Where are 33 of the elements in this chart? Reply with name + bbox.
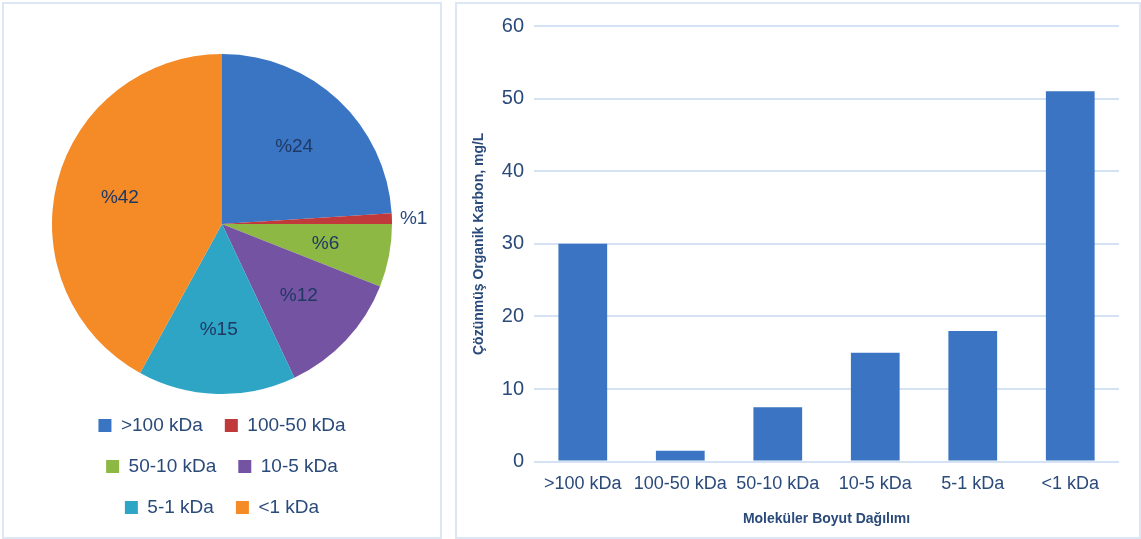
- x-axis-title: Moleküler Boyut Dağılımı: [742, 510, 911, 527]
- y-tick-label: 30: [501, 231, 525, 254]
- x-tick-label: <1 kDa: [1041, 473, 1100, 494]
- y-tick-label: 0: [512, 449, 525, 472]
- legend-label: <1 kDa: [258, 495, 320, 517]
- bar: [655, 450, 705, 461]
- y-tick-label: 60: [501, 13, 525, 36]
- data-label: %24: [275, 135, 314, 157]
- y-tick-label: 40: [501, 158, 525, 181]
- legend-label: 100-50 kDa: [247, 413, 346, 435]
- legend-label: 5-1 kDa: [147, 495, 215, 517]
- bar: [753, 407, 803, 461]
- x-tick-label: >100 kDa: [544, 473, 623, 494]
- data-label: %1: [399, 206, 428, 228]
- bar: [850, 352, 900, 461]
- data-label: %15: [199, 317, 238, 339]
- legend-label: >100 kDa: [120, 413, 204, 435]
- y-axis-title: Çözünmüş Organik Karbon, mg/L: [470, 132, 487, 356]
- data-label: %6: [311, 231, 340, 253]
- x-tick-label: 50-10 kDa: [736, 473, 821, 494]
- bar: [558, 243, 608, 461]
- x-tick-label: 5-1 kDa: [941, 473, 1006, 494]
- bar: [1045, 91, 1095, 461]
- data-label: %42: [100, 186, 139, 208]
- y-tick-label: 10: [501, 376, 525, 399]
- x-tick-label: 10-5 kDa: [838, 473, 913, 494]
- bar: [948, 330, 998, 461]
- data-label: %12: [279, 284, 318, 306]
- y-tick-label: 50: [501, 86, 525, 109]
- legend-label: 10-5 kDa: [260, 454, 339, 476]
- legend-label: 50-10 kDa: [128, 454, 217, 476]
- y-tick-label: 20: [501, 303, 525, 326]
- x-tick-label: 100-50 kDa: [633, 473, 728, 494]
